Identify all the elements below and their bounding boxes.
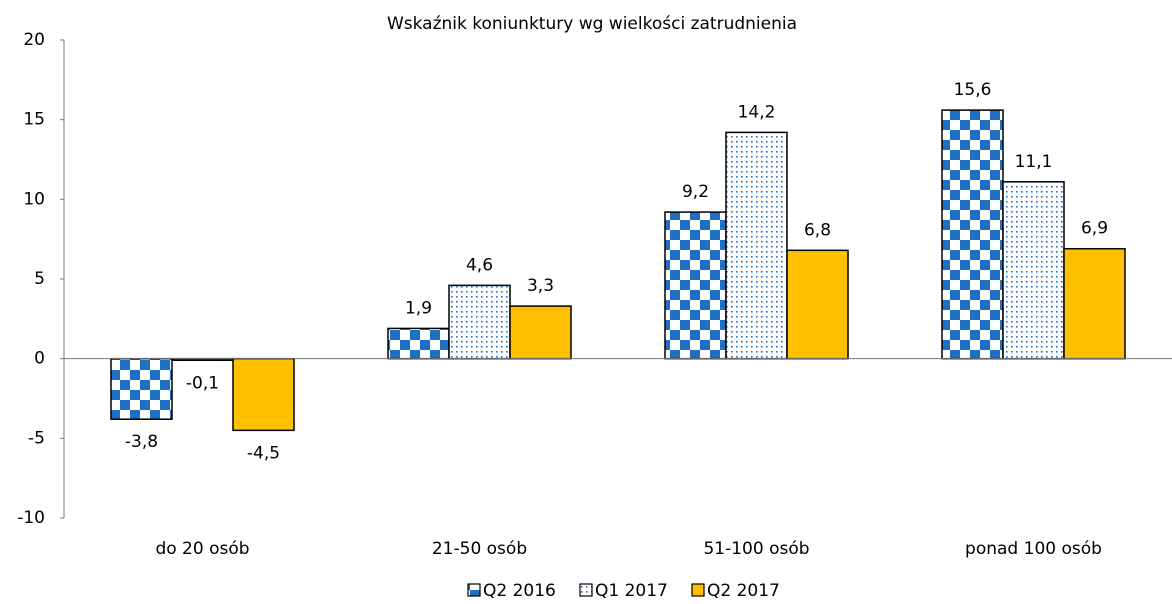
legend-swatch: [579, 583, 593, 597]
x-tick-label: ponad 100 osób: [965, 539, 1102, 559]
x-tick-label: do 20 osób: [155, 539, 249, 559]
legend-label: Q2 2017: [707, 581, 780, 601]
bar: [387, 327, 450, 360]
legend-label: Q1 2017: [595, 581, 668, 601]
legend-label: Q2 2016: [483, 581, 556, 601]
data-label: 9,2: [682, 182, 709, 202]
data-label: 4,6: [466, 255, 493, 275]
data-label: 11,1: [1015, 152, 1053, 172]
bar: [110, 357, 173, 420]
data-label: -3,8: [125, 432, 158, 452]
x-tick-label: 51-100 osób: [703, 539, 809, 559]
chart-title: Wskaźnik koniunktury wg wielkości zatrud…: [387, 14, 797, 34]
legend-swatch: [467, 583, 481, 597]
data-label: 3,3: [527, 276, 554, 296]
bar: [509, 305, 572, 360]
bar: [786, 249, 849, 360]
y-tick-label: -10: [17, 508, 45, 528]
bar: [1063, 247, 1126, 360]
bar: [941, 109, 1004, 360]
bar: [448, 284, 511, 360]
bar: [232, 357, 295, 432]
legend-swatch: [691, 583, 705, 597]
y-tick-label: 0: [34, 349, 45, 369]
data-label: 15,6: [954, 80, 992, 100]
data-label: 1,9: [405, 298, 432, 318]
data-label: 6,9: [1081, 219, 1108, 239]
bar: [664, 211, 727, 360]
y-tick-label: -5: [28, 428, 45, 448]
bar: [725, 131, 788, 360]
data-label: 6,8: [804, 220, 831, 240]
data-label: -0,1: [186, 373, 219, 393]
x-tick-label: 21-50 osób: [432, 539, 527, 559]
y-tick-label: 5: [34, 269, 45, 289]
y-tick-label: 10: [23, 189, 45, 209]
y-tick-label: 15: [23, 110, 45, 130]
data-label: -4,5: [247, 443, 280, 463]
data-label: 14,2: [738, 102, 776, 122]
bar: [1002, 181, 1065, 360]
y-tick-label: 20: [23, 30, 45, 50]
